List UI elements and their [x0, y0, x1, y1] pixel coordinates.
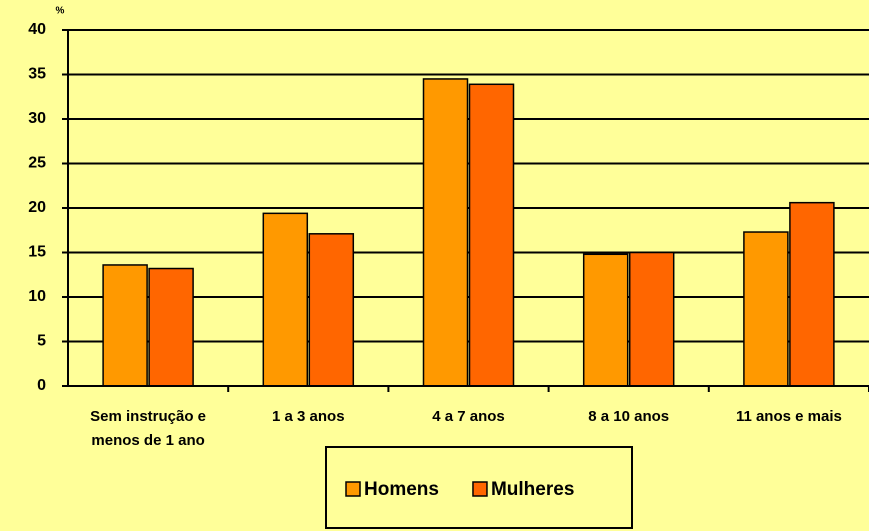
legend-swatch — [345, 481, 361, 497]
x-tick-label: 4 a 7 anos — [432, 408, 505, 425]
bar — [582, 253, 629, 387]
bar — [308, 233, 355, 387]
x-tick-label-line: menos de 1 ano — [91, 432, 204, 449]
x-tick-label: 11 anos e mais — [736, 408, 842, 425]
x-tick-label: Sem instrução e menos de 1 ano — [90, 408, 206, 449]
legend-box — [325, 446, 633, 529]
y-tick-label: 15 — [28, 244, 46, 261]
y-tick-label: 25 — [28, 155, 46, 172]
y-tick-label: 40 — [28, 21, 46, 38]
bar — [789, 201, 835, 387]
bar — [262, 212, 309, 387]
y-tick-label: 10 — [28, 288, 46, 305]
y-tick-label: 30 — [28, 110, 46, 127]
legend-label: Homens — [364, 479, 439, 500]
bar — [468, 83, 515, 387]
bar — [743, 231, 789, 387]
x-tick-label: 8 a 10 anos — [588, 408, 669, 425]
legend-swatch — [472, 481, 488, 497]
legend-label: Mulheres — [491, 479, 574, 500]
x-tick-label: 1 a 3 anos — [272, 408, 345, 425]
y-tick-label: 35 — [28, 66, 46, 83]
y-axis-label: % — [56, 6, 65, 17]
bar — [148, 267, 194, 387]
y-tick-label: 20 — [28, 199, 46, 216]
bar — [102, 264, 148, 387]
x-tick-label-line: Sem instrução e — [90, 408, 206, 425]
bar — [628, 251, 675, 387]
y-tick-label: 0 — [37, 377, 46, 394]
bar — [422, 78, 469, 387]
y-tick-label: 5 — [37, 333, 46, 350]
